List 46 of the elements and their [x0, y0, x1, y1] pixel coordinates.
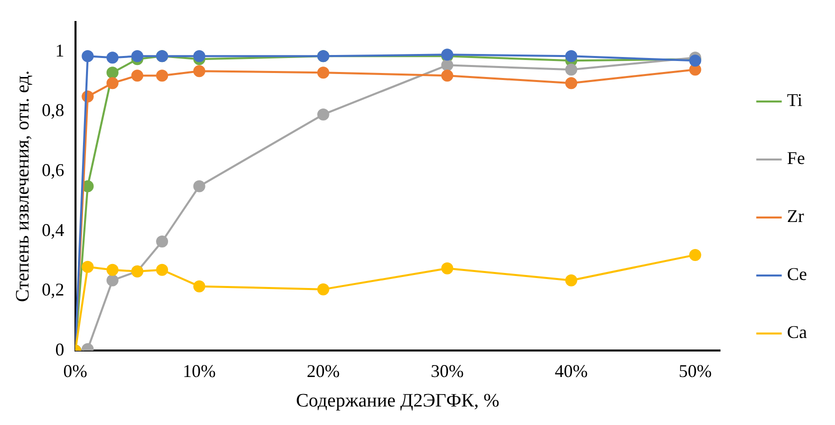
point [106, 77, 118, 90]
point [565, 274, 578, 286]
point [106, 274, 118, 286]
point [82, 260, 94, 273]
x-tick-label: 50% [678, 361, 712, 382]
x-tick-label: 10% [182, 361, 216, 382]
y-tick-label: 0,2 [42, 280, 64, 300]
x-tick-label: 20% [306, 361, 340, 382]
legend-label: Zr [787, 206, 804, 226]
point [317, 108, 330, 120]
point [317, 66, 330, 79]
point [317, 283, 330, 296]
legend-label: Fe [787, 148, 806, 168]
point [106, 264, 118, 276]
point [82, 50, 94, 62]
point [156, 236, 168, 248]
y-tick-label: 1 [55, 40, 64, 60]
point [565, 50, 578, 62]
y-tick-label: 0,6 [42, 160, 64, 180]
legend-label: Ce [787, 264, 808, 284]
point [689, 248, 702, 261]
x-axis-title: Содержание Д2ЭГФК, % [296, 390, 500, 412]
x-tick-label: 0% [63, 361, 88, 382]
y-tick-label: 0,8 [42, 100, 64, 120]
y-axis-title: Степень извлечения, отн. ед. [12, 70, 34, 302]
x-tick-label: 40% [554, 361, 588, 382]
point [131, 50, 144, 62]
point [131, 70, 144, 82]
legend-label: Ca [787, 322, 808, 342]
point [193, 65, 206, 78]
point [565, 77, 578, 90]
point [156, 70, 168, 82]
point [441, 70, 454, 82]
point [193, 50, 206, 62]
point [193, 180, 206, 192]
x-tick-label: 30% [430, 361, 464, 382]
y-tick-label: 0,4 [42, 220, 64, 240]
point [441, 59, 454, 72]
legend-label: Ti [787, 90, 802, 110]
point [106, 66, 118, 79]
y-tick-label: 0 [55, 339, 64, 360]
point [441, 262, 454, 274]
point [565, 64, 578, 76]
point [156, 264, 168, 276]
point [193, 280, 206, 292]
point [106, 52, 118, 64]
